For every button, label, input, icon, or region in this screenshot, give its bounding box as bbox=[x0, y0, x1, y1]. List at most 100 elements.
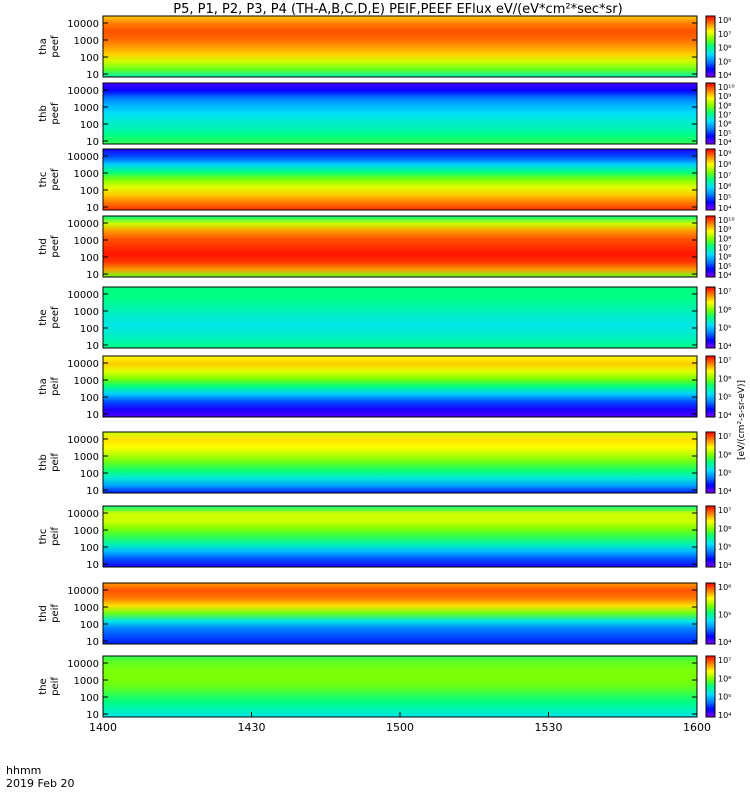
y-tick-label: 100 bbox=[80, 620, 99, 631]
panel-label: thb bbox=[38, 454, 49, 471]
colorbar-tick-label: 10⁵ bbox=[718, 393, 731, 402]
colorbar-tick-label: 10⁴ bbox=[718, 487, 731, 496]
colorbar-tick-label: 10⁷ bbox=[718, 287, 731, 296]
y-tick-label: 10000 bbox=[67, 359, 99, 370]
colorbar-tick-label: 10⁶ bbox=[718, 44, 731, 53]
spectrogram-image bbox=[103, 83, 697, 144]
colorbar-tick-label: 10⁴ bbox=[718, 411, 731, 420]
colorbar-tick-label: 10⁶ bbox=[718, 120, 731, 129]
y-tick-label: 10 bbox=[86, 137, 99, 148]
time-axis: hhmm 2019 Feb 20 1400 1430 1500 1530 1600 bbox=[6, 712, 711, 790]
panel-sublabel: peif bbox=[50, 604, 61, 623]
x-tick-label: 1500 bbox=[386, 721, 414, 734]
colorbar bbox=[705, 582, 716, 645]
panel-thc-peif: 10 100 1000 10000 thc peif 10⁴ 10⁵ 10⁶ 10⁷ bbox=[38, 505, 731, 571]
panel-label: thd bbox=[38, 238, 49, 255]
panel-sublabel: peef bbox=[50, 235, 61, 258]
panel-frame bbox=[102, 505, 698, 568]
y-tick-label: 1000 bbox=[74, 307, 99, 318]
panel-label: thd bbox=[38, 605, 49, 622]
panel-sublabel: peif bbox=[50, 527, 61, 546]
colorbar-tick-label: 10⁴ bbox=[718, 342, 731, 351]
panel-sublabel: peef bbox=[50, 35, 61, 58]
colorbar-units: [eV/(cm²-s-sr-eV)] bbox=[737, 380, 747, 460]
panel-the-peif: 10 100 1000 10000 the peif 10⁴ 10⁵ 10⁶ 10⁷ bbox=[38, 655, 731, 721]
panel-sublabel: peif bbox=[50, 677, 61, 696]
colorbar-tick-label: 10⁵ bbox=[718, 543, 731, 552]
colorbar-tick-label: 10⁴ bbox=[718, 271, 731, 280]
panel-sublabel: peef bbox=[50, 102, 61, 125]
colorbar-tick-label: 10⁹ bbox=[718, 225, 731, 234]
y-tick-label: 100 bbox=[80, 393, 99, 404]
colorbar-tick-label: 10⁶ bbox=[718, 305, 731, 314]
colorbar-tick-label: 10⁵ bbox=[718, 693, 731, 702]
panel-frame bbox=[102, 215, 698, 278]
colorbar-tick-label: 10⁵ bbox=[718, 324, 731, 333]
colorbar-tick-label: 10⁷ bbox=[718, 171, 731, 180]
colorbar-tick-label: 10⁵ bbox=[718, 262, 731, 271]
colorbar bbox=[705, 286, 716, 349]
colorbar-tick-label: 10¹⁰ bbox=[718, 216, 735, 225]
y-tick-label: 100 bbox=[80, 469, 99, 480]
panel-sublabel: peef bbox=[50, 306, 61, 329]
panel-label: thc bbox=[38, 172, 49, 188]
panel-thb-peef: 10 100 1000 10000 thb peef 10⁴10⁵10⁶10⁷10⁸10⁹1… bbox=[38, 82, 735, 148]
panel-tha-peef: 10 100 1000 10000 tha peef 10⁴ 10⁵ 10⁶ 10⁷ 10⁸ bbox=[38, 15, 731, 81]
colorbar bbox=[705, 215, 716, 278]
panel-thc-peef: 10 100 1000 10000 thc peef 10⁴ 10⁵ 10⁶ 10⁷ 10⁸ 10⁹ bbox=[38, 148, 731, 214]
colorbar-tick-label: 10⁶ bbox=[718, 674, 731, 683]
colorbar-tick-label: 10¹⁰ bbox=[718, 83, 735, 92]
colorbar-tick-label: 10⁶ bbox=[718, 450, 731, 459]
y-tick-label: 1000 bbox=[74, 603, 99, 614]
panel-label: tha bbox=[38, 378, 49, 394]
y-tick-label: 10000 bbox=[67, 435, 99, 446]
y-tick-label: 10000 bbox=[67, 219, 99, 230]
y-tick-label: 1000 bbox=[74, 452, 99, 463]
colorbar-tick-label: 10⁴ bbox=[718, 638, 731, 647]
y-tick-label: 10000 bbox=[67, 152, 99, 163]
colorbar-tick-label: 10⁸ bbox=[718, 160, 731, 169]
colorbar-tick-label: 10⁵ bbox=[718, 469, 731, 478]
panel-sublabel: peef bbox=[50, 168, 61, 191]
colorbar-tick-label: 10⁴ bbox=[718, 71, 731, 80]
y-tick-label: 1000 bbox=[74, 103, 99, 114]
spectrogram-image bbox=[103, 506, 697, 567]
panel-thd-peef: 10 100 1000 10000 thd peef 10⁴10⁵10⁶10⁷10⁸10⁹1… bbox=[38, 215, 735, 281]
y-tick-label: 10 bbox=[86, 410, 99, 421]
colorbar bbox=[705, 148, 716, 211]
panel-frame bbox=[102, 582, 698, 645]
panel-thd-peif: 10 100 1000 10000 thd peif 10⁴ 10⁵ 10⁶ bbox=[38, 582, 731, 648]
y-tick-label: 100 bbox=[80, 543, 99, 554]
y-tick-label: 100 bbox=[80, 120, 99, 131]
panel-tha-peif: 10 100 1000 10000 tha peif 10⁴ 10⁵ 10⁶ 10⁷ bbox=[38, 355, 731, 421]
colorbar bbox=[705, 655, 716, 718]
colorbar-tick-label: 10⁷ bbox=[718, 244, 731, 253]
y-tick-label: 10 bbox=[86, 637, 99, 648]
colorbar-tick-label: 10⁶ bbox=[718, 182, 731, 191]
colorbar-tick-label: 10⁶ bbox=[718, 253, 731, 262]
colorbar-tick-label: 10⁷ bbox=[718, 506, 731, 515]
y-tick-label: 10000 bbox=[67, 659, 99, 670]
panel-thb-peif: 10 100 1000 10000 thb peif 10⁴ 10⁵ 10⁶ 10⁷ bbox=[38, 431, 731, 497]
x-tick-label: 1400 bbox=[89, 721, 117, 734]
panel-sublabel: peif bbox=[50, 453, 61, 472]
y-tick-label: 1000 bbox=[74, 236, 99, 247]
spectrogram-image bbox=[103, 16, 697, 77]
colorbar bbox=[705, 15, 716, 78]
y-tick-label: 100 bbox=[80, 693, 99, 704]
y-tick-label: 10 bbox=[86, 270, 99, 281]
chart-title: P5, P1, P2, P3, P4 (TH-A,B,C,D,E) PEIF,P… bbox=[173, 2, 622, 17]
y-tick-label: 100 bbox=[80, 186, 99, 197]
spectrogram-image bbox=[103, 149, 697, 210]
y-tick-label: 100 bbox=[80, 324, 99, 335]
colorbar-tick-label: 10⁹ bbox=[718, 149, 731, 158]
colorbar-tick-label: 10⁹ bbox=[718, 92, 731, 101]
y-tick-label: 10000 bbox=[67, 19, 99, 30]
panel-frame bbox=[102, 148, 698, 211]
y-tick-label: 10000 bbox=[67, 290, 99, 301]
y-tick-label: 10 bbox=[86, 203, 99, 214]
x-tick-label: 1430 bbox=[238, 721, 266, 734]
y-tick-label: 10000 bbox=[67, 86, 99, 97]
colorbar-tick-label: 10⁵ bbox=[718, 129, 731, 138]
